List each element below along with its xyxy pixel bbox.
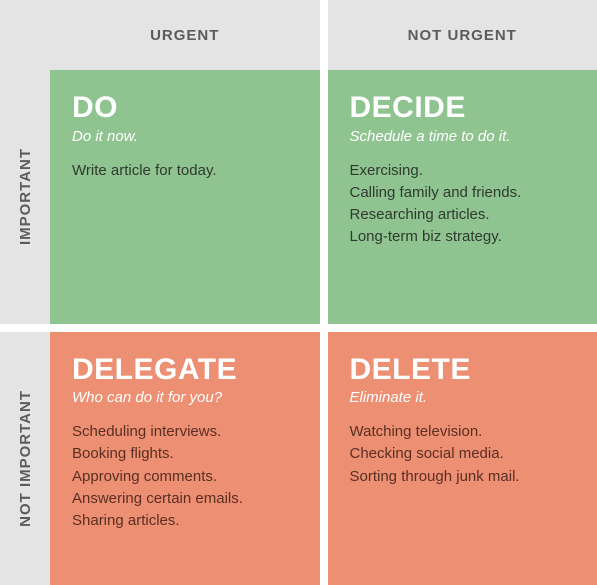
col-gap <box>320 70 328 324</box>
eisenhower-matrix: URGENT NOT URGENT IMPORTANT DO Do it now… <box>0 0 597 585</box>
corner-cell <box>0 0 50 70</box>
col-header-not-urgent: NOT URGENT <box>328 0 597 70</box>
row-header-not-important: NOT IMPORTANT <box>0 332 50 585</box>
quadrant-item: Exercising. <box>350 161 578 181</box>
quadrant-title: DECIDE <box>350 92 578 124</box>
col-header-label: NOT URGENT <box>408 27 517 44</box>
quadrant-item: Answering certain emails. <box>72 489 300 509</box>
quadrant-item: Watching television. <box>350 422 578 442</box>
quadrant-subtitle: Eliminate it. <box>350 389 578 406</box>
row-gap <box>320 324 328 332</box>
quadrant-delegate: DELEGATE Who can do it for you? Scheduli… <box>50 332 320 585</box>
quadrant-delete: DELETE Eliminate it. Watching television… <box>328 332 597 585</box>
quadrant-title: DELEGATE <box>72 354 300 386</box>
quadrant-title: DELETE <box>350 354 578 386</box>
quadrant-item: Approving comments. <box>72 467 300 487</box>
quadrant-subtitle: Do it now. <box>72 128 300 145</box>
quadrant-items: Write article for today. <box>72 161 300 181</box>
col-header-urgent: URGENT <box>50 0 320 70</box>
quadrant-item: Scheduling interviews. <box>72 422 300 442</box>
row-header-label: IMPORTANT <box>17 148 34 245</box>
quadrant-item: Booking flights. <box>72 444 300 464</box>
row-header-important: IMPORTANT <box>0 70 50 324</box>
quadrant-items: Scheduling interviews.Booking flights. Ap… <box>72 422 300 531</box>
row-gap <box>50 324 320 332</box>
quadrant-item: Sharing articles. <box>72 511 300 531</box>
quadrant-title: DO <box>72 92 300 124</box>
col-gap <box>320 0 328 70</box>
col-header-label: URGENT <box>150 27 219 44</box>
quadrant-item: Long-term biz strategy. <box>350 227 578 247</box>
quadrant-item: Checking social media. <box>350 444 578 464</box>
quadrant-item: Write article for today. <box>72 161 300 181</box>
quadrant-item: Calling family and friends. <box>350 183 578 203</box>
quadrant-decide: DECIDE Schedule a time to do it. Exercis… <box>328 70 597 324</box>
row-gap <box>328 324 597 332</box>
row-header-label: NOT IMPORTANT <box>17 390 34 527</box>
quadrant-item: Researching articles. <box>350 205 578 225</box>
col-gap <box>320 332 328 585</box>
quadrant-item: Sorting through junk mail. <box>350 467 578 487</box>
quadrant-subtitle: Schedule a time to do it. <box>350 128 578 145</box>
quadrant-items: Watching television.Checking social medi… <box>350 422 578 487</box>
quadrant-do: DO Do it now. Write article for today. <box>50 70 320 324</box>
quadrant-subtitle: Who can do it for you? <box>72 389 300 406</box>
row-gap <box>0 324 50 332</box>
quadrant-items: Exercising.Calling family and friends.Re… <box>350 161 578 248</box>
